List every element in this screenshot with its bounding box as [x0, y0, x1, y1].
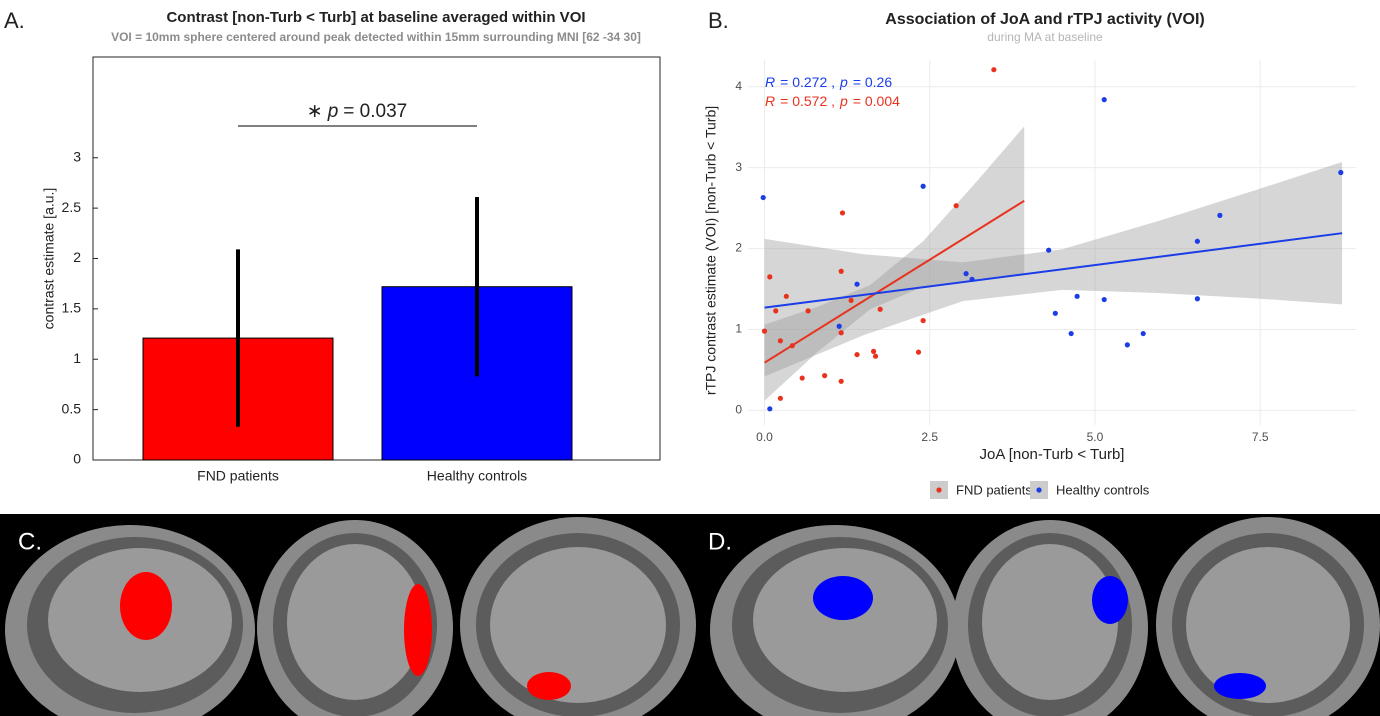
significance-part: p — [327, 101, 339, 122]
x-tick-label: 5.0 — [1087, 430, 1104, 444]
y-tick-label: 2 — [73, 249, 81, 265]
panel-label: D. — [708, 528, 732, 555]
data-point — [848, 297, 854, 303]
data-point — [838, 330, 844, 336]
significance-label: ∗ p = 0.037 — [307, 101, 407, 122]
data-point — [761, 328, 768, 334]
data-point — [777, 395, 783, 401]
panel-label: A. — [4, 8, 25, 33]
data-point — [854, 351, 860, 358]
data-point — [783, 293, 789, 299]
chart-subtitle: during MA at baseline — [987, 30, 1103, 44]
legend-label: FND patients — [956, 482, 1032, 497]
stat-part: R — [765, 93, 775, 109]
legend-label: Healthy controls — [1056, 482, 1150, 497]
y-tick-label: 3 — [735, 160, 742, 174]
y-tick-label: 0.5 — [62, 400, 82, 416]
y-axis-label: contrast estimate [a.u.] — [41, 188, 57, 330]
stat-part: p — [839, 74, 848, 90]
confidence-band — [764, 126, 1025, 401]
data-point — [953, 203, 959, 209]
legend-dot — [936, 487, 942, 493]
data-point — [839, 210, 846, 216]
stat-part: p — [839, 93, 848, 109]
data-point — [822, 373, 828, 379]
data-point — [963, 271, 969, 277]
y-tick-label: 1.5 — [62, 300, 82, 316]
data-point — [854, 281, 860, 287]
data-point — [991, 67, 997, 73]
stat-annotation: R = 0.572 , p = 0.004 — [765, 93, 900, 109]
brain-images-d — [710, 517, 1380, 716]
data-point — [836, 323, 842, 329]
chart-title: Association of JoA and rTPJ activity (VO… — [885, 11, 1204, 28]
stat-part: = 0.572 , — [780, 93, 835, 109]
confidence-band — [764, 161, 1343, 377]
brain-images-c — [5, 517, 696, 716]
stat-annotation: R = 0.272 , p = 0.26 — [765, 74, 892, 90]
data-point — [1338, 169, 1344, 176]
data-point — [877, 306, 883, 312]
data-point — [915, 349, 922, 355]
y-tick-label: 4 — [735, 79, 742, 93]
data-point — [777, 338, 783, 344]
data-point — [838, 378, 844, 384]
data-point — [1217, 212, 1223, 218]
stat-part: = 0.26 — [853, 74, 893, 90]
data-point — [767, 274, 773, 280]
y-tick-label: 2 — [735, 241, 742, 255]
data-point — [1046, 247, 1052, 253]
data-point — [1194, 238, 1200, 244]
legend-dot — [1036, 487, 1042, 493]
y-axis-label: rTPJ contrast estimate (VOI) [non-Turb <… — [703, 106, 719, 395]
data-point — [920, 183, 926, 189]
y-tick-label: 1 — [73, 350, 81, 366]
data-point — [1101, 97, 1107, 103]
y-tick-label: 3 — [73, 148, 81, 164]
data-point — [1124, 342, 1130, 348]
data-point — [1074, 293, 1080, 299]
data-point — [773, 308, 779, 314]
panel-label: B. — [708, 8, 729, 33]
x-axis-label: JoA [non-Turb < Turb] — [980, 446, 1125, 463]
data-point — [1068, 330, 1074, 337]
chart-subtitle: VOI = 10mm sphere centered around peak d… — [111, 30, 641, 44]
y-tick-label: 2.5 — [62, 199, 82, 215]
data-point — [870, 348, 877, 354]
significance-part: = 0.037 — [343, 101, 407, 122]
y-tick-label: 0 — [73, 451, 81, 467]
fit-line — [764, 232, 1343, 309]
data-point — [1052, 310, 1058, 316]
data-point — [767, 406, 773, 412]
y-tick-label: 0 — [735, 403, 742, 417]
data-point — [920, 317, 926, 324]
data-point — [1140, 330, 1146, 337]
x-tick-label: 7.5 — [1252, 430, 1269, 444]
x-tick-label: 2.5 — [921, 430, 938, 444]
x-tick-label: Healthy controls — [427, 468, 527, 484]
panel-label: C. — [18, 528, 42, 555]
data-point — [838, 268, 844, 274]
stat-part: R — [765, 74, 775, 90]
x-tick-label: FND patients — [197, 468, 279, 484]
data-point — [872, 353, 879, 359]
data-point — [799, 375, 805, 381]
y-tick-label: 1 — [735, 322, 742, 336]
data-point — [760, 194, 766, 201]
chart-title: Contrast [non-Turb < Turb] at baseline a… — [166, 9, 585, 26]
fit-line — [763, 199, 1025, 364]
stat-part: = 0.272 , — [780, 74, 835, 90]
significance-part: ∗ — [307, 101, 323, 122]
x-tick-label: 0.0 — [756, 430, 773, 444]
data-point — [1194, 296, 1200, 302]
stat-part: = 0.004 — [853, 93, 900, 109]
data-point — [805, 308, 811, 314]
data-point — [1101, 296, 1107, 303]
